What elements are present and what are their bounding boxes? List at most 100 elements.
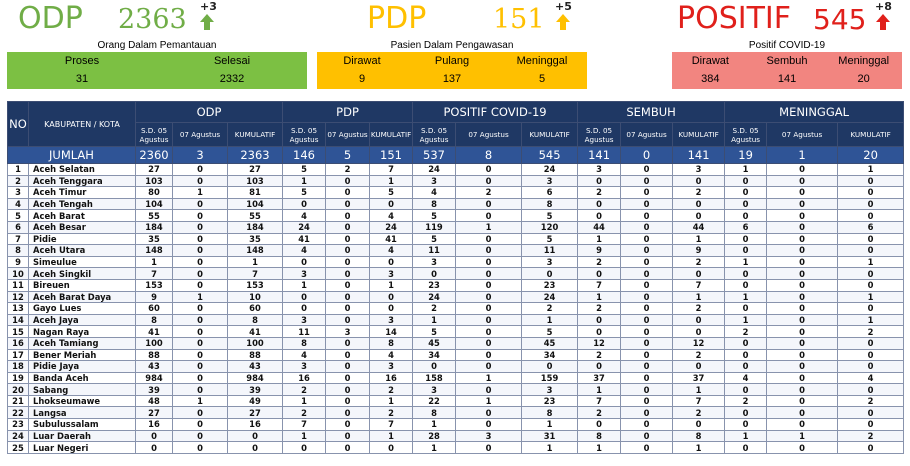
table-cell: 43 xyxy=(135,360,173,373)
table-cell: 0 xyxy=(369,197,414,211)
region-name: Aceh Tengah xyxy=(28,197,136,211)
table-cell: 45 xyxy=(412,336,457,350)
header-group-positif: POSITIF COVID-19 xyxy=(412,101,579,123)
total-cell: 146 xyxy=(282,146,327,164)
table-cell: 5 xyxy=(282,186,327,199)
table-cell: 0 xyxy=(172,174,228,188)
table-cell: 0 xyxy=(724,267,768,280)
total-cell: 3 xyxy=(172,146,228,164)
table-cell: 8 xyxy=(226,313,284,327)
table-cell: 7 xyxy=(282,418,327,431)
table-cell: 9 xyxy=(577,244,622,257)
table-cell: 5 xyxy=(369,186,414,199)
table-cell: 0 xyxy=(766,232,839,246)
table-cell: 0 xyxy=(455,163,523,176)
row-number: 5 xyxy=(7,209,29,222)
table-cell: 8 xyxy=(412,406,457,420)
table-cell: 159 xyxy=(521,371,579,385)
table-cell: 1 xyxy=(172,394,228,408)
sub-header: KUMULATIF xyxy=(226,122,284,147)
odp-selesai: Selesai 2332 xyxy=(157,52,307,89)
table-cell: 0 xyxy=(766,220,839,234)
table-cell: 0 xyxy=(325,267,371,280)
table-row: 12 Aceh Barat Daya 9 1 10 0 0 0 24 0 24 1 0 1 1 0 1 xyxy=(7,290,905,304)
table-cell: 0 xyxy=(455,360,523,373)
table-row: 17 Bener Meriah 88 0 88 4 0 4 34 0 34 2 0 2 0 0 0 xyxy=(7,348,905,362)
table-cell: 0 xyxy=(282,302,327,315)
table-cell: 1 xyxy=(837,255,905,269)
table-row: 4 Aceh Tengah 104 0 104 0 0 0 8 0 8 0 0 0 0 0 0 xyxy=(7,197,905,211)
table-cell: 39 xyxy=(226,383,284,396)
table-row: 9 Simeulue 1 0 1 0 0 0 3 0 3 2 0 2 1 0 1 xyxy=(7,255,905,269)
table-cell: 10 xyxy=(226,290,284,304)
table-cell: 1 xyxy=(766,429,839,443)
table-cell: 0 xyxy=(766,255,839,269)
table-cell: 0 xyxy=(672,360,726,373)
table-cell: 41 xyxy=(135,325,173,338)
positif-dirawat: Dirawat 384 xyxy=(672,52,749,89)
table-cell: 55 xyxy=(226,209,284,222)
region-name: Aceh Barat xyxy=(28,209,136,222)
table-cell: 0 xyxy=(172,313,228,327)
table-cell: 2 xyxy=(577,255,622,269)
table-cell: 0 xyxy=(455,267,523,280)
table-cell: 0 xyxy=(672,325,726,338)
odp-subtitle: Orang Dalam Pemantauan xyxy=(97,40,217,51)
table-cell: 0 xyxy=(766,186,839,199)
table-row: 11 Bireuen 153 0 153 1 0 1 23 0 23 7 0 7 0 0 0 xyxy=(7,278,905,292)
table-cell: 0 xyxy=(325,394,371,408)
table-cell: 0 xyxy=(766,209,839,222)
table-cell: 0 xyxy=(282,197,327,211)
table-cell: 0 xyxy=(455,383,523,396)
table-cell: 1 xyxy=(282,278,327,292)
table-cell: 1 xyxy=(672,441,726,454)
table-cell: 0 xyxy=(620,186,674,199)
table-cell: 34 xyxy=(412,348,457,362)
table-cell: 0 xyxy=(724,441,768,454)
table-cell: 0 xyxy=(455,336,523,350)
pdp-meninggal: Meninggal 5 xyxy=(497,52,587,89)
table-cell: 0 xyxy=(766,302,839,315)
table-cell: 0 xyxy=(620,302,674,315)
table-cell: 5 xyxy=(282,163,327,176)
table-cell: 80 xyxy=(135,186,173,199)
sub-header-row: S.D. 05 Agustus 07 Agustus KUMULATIF S.D. 0… xyxy=(8,122,905,147)
table-cell: 1 xyxy=(455,394,523,408)
table-row: 14 Aceh Jaya 8 0 8 3 0 3 1 0 1 0 0 0 1 0 1 xyxy=(7,313,905,327)
table-cell: 148 xyxy=(135,244,173,257)
table-row: 2 Aceh Tenggara 103 0 103 1 0 1 3 0 3 0 0 0 0 0 0 xyxy=(7,174,905,188)
table-row: 19 Banda Aceh 984 0 984 16 0 16 158 1 159 37 0 37 4 0 4 xyxy=(7,371,905,385)
table-cell: 0 xyxy=(620,441,674,454)
table-cell: 43 xyxy=(226,360,284,373)
table-row: 24 Luar Daerah 0 0 0 1 0 1 28 3 31 8 0 8 1 1 2 xyxy=(7,429,905,443)
table-cell: 4 xyxy=(369,348,414,362)
table-cell: 23 xyxy=(521,278,579,292)
table-cell: 7 xyxy=(672,278,726,292)
table-cell: 1 xyxy=(724,429,768,443)
table-cell: 5 xyxy=(412,209,457,222)
table-cell: 0 xyxy=(577,325,622,338)
sub-header: 07 Agustus xyxy=(455,122,523,147)
table-cell: 2 xyxy=(369,383,414,396)
table-cell: 3 xyxy=(521,383,579,396)
pdp-dirawat: Dirawat 9 xyxy=(317,52,407,89)
table-cell: 0 xyxy=(724,348,768,362)
header-group-odp: ODP xyxy=(134,101,284,123)
table-cell: 1 xyxy=(226,255,284,269)
table-cell: 0 xyxy=(412,267,457,280)
sub-header: S.D. 05 Agustus xyxy=(282,122,327,147)
region-name: Bireuen xyxy=(28,278,136,292)
table-cell: 1 xyxy=(577,232,622,246)
table-cell: 0 xyxy=(837,383,905,396)
table-cell: 6 xyxy=(837,220,905,234)
table-cell: 0 xyxy=(172,441,228,454)
arrow-up-icon xyxy=(200,14,214,30)
table-cell: 1 xyxy=(135,255,173,269)
table-row: 6 Aceh Besar 184 0 184 24 0 24 119 1 120 44 0 44 6 0 6 xyxy=(7,220,905,234)
table-cell: 0 xyxy=(325,244,371,257)
region-name: Aceh Timur xyxy=(28,186,136,199)
row-number: 8 xyxy=(7,244,29,257)
table-cell: 0 xyxy=(766,313,839,327)
pdp-dirawat-value: 9 xyxy=(358,73,366,85)
row-number: 18 xyxy=(7,360,29,373)
